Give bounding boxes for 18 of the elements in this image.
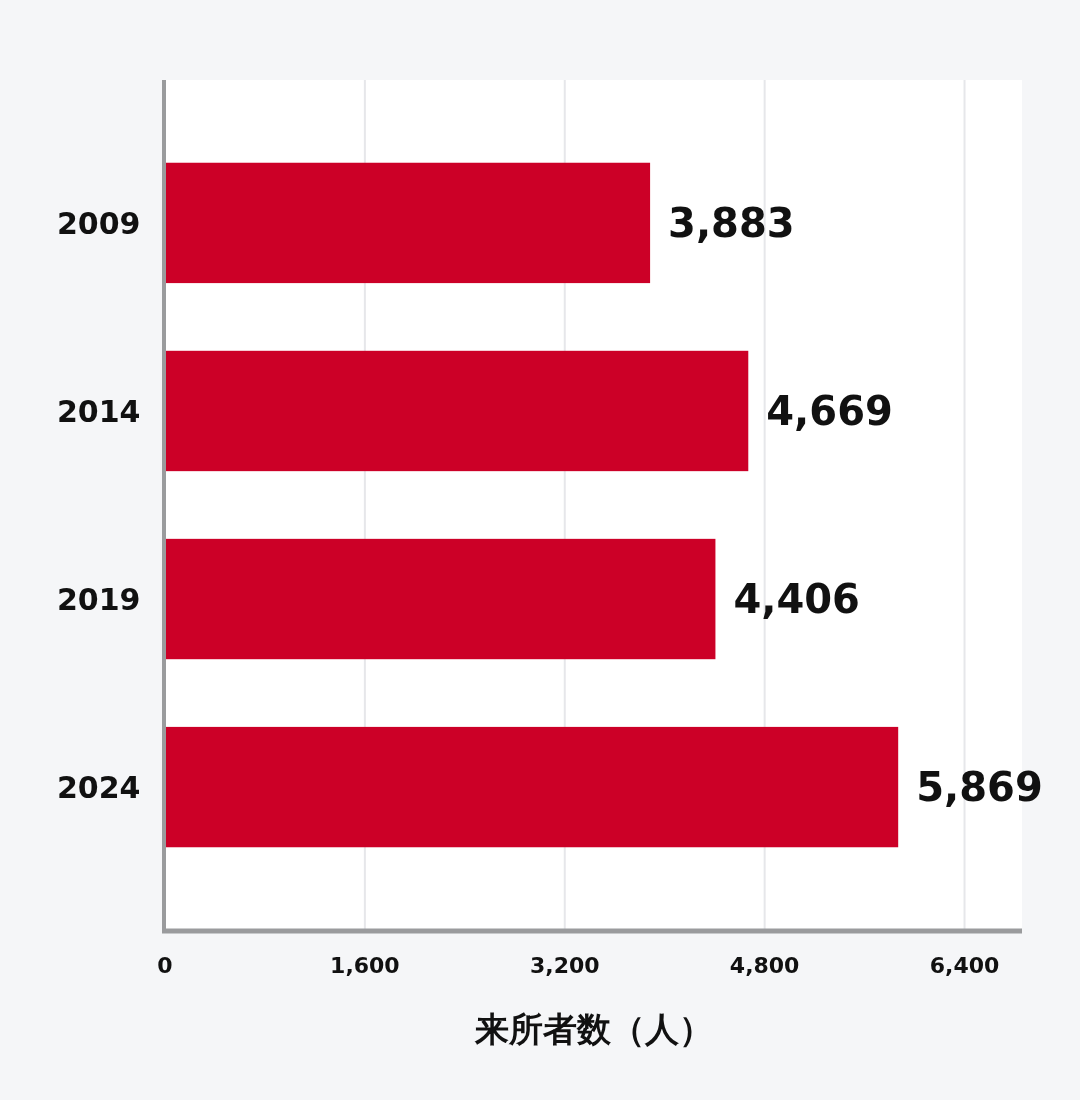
y-tick-label: 2009 <box>57 205 141 241</box>
x-tick-label: 0 <box>157 953 173 978</box>
data-label: 4,669 <box>766 387 893 434</box>
x-tick-label: 4,800 <box>729 953 800 978</box>
x-axis-title: 来所者数（人） <box>473 1009 713 1049</box>
bar <box>165 726 899 848</box>
data-label: 4,406 <box>733 576 860 623</box>
x-tick-label: 3,200 <box>529 953 600 978</box>
y-tick-label: 2024 <box>57 770 141 806</box>
y-tick-label: 2014 <box>57 393 141 429</box>
x-tick-label: 1,600 <box>330 953 400 978</box>
y-tick-label: 2019 <box>57 582 141 618</box>
x-tick-label: 6,400 <box>929 953 1000 978</box>
bar <box>165 162 651 284</box>
data-label: 3,883 <box>668 199 795 246</box>
data-label: 5,869 <box>916 764 1043 811</box>
bar <box>165 350 749 472</box>
bar <box>165 538 716 660</box>
